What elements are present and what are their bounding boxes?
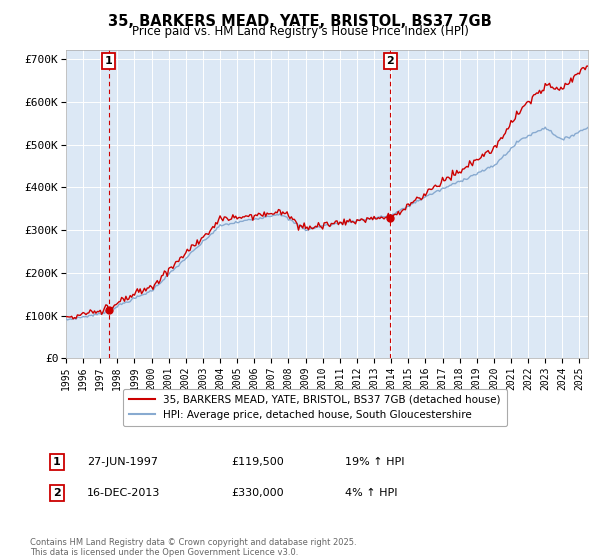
Text: Price paid vs. HM Land Registry's House Price Index (HPI): Price paid vs. HM Land Registry's House … [131,25,469,38]
Text: 16-DEC-2013: 16-DEC-2013 [87,488,160,498]
Legend: 35, BARKERS MEAD, YATE, BRISTOL, BS37 7GB (detached house), HPI: Average price, : 35, BARKERS MEAD, YATE, BRISTOL, BS37 7G… [123,389,507,426]
Text: 19% ↑ HPI: 19% ↑ HPI [345,457,404,467]
Text: 2: 2 [386,56,394,66]
Text: 4% ↑ HPI: 4% ↑ HPI [345,488,398,498]
Text: 27-JUN-1997: 27-JUN-1997 [87,457,158,467]
Text: £330,000: £330,000 [231,488,284,498]
Text: 1: 1 [53,457,61,467]
Text: £119,500: £119,500 [231,457,284,467]
Text: 35, BARKERS MEAD, YATE, BRISTOL, BS37 7GB: 35, BARKERS MEAD, YATE, BRISTOL, BS37 7G… [108,14,492,29]
Text: 2: 2 [53,488,61,498]
Text: Contains HM Land Registry data © Crown copyright and database right 2025.
This d: Contains HM Land Registry data © Crown c… [30,538,356,557]
Text: 1: 1 [105,56,112,66]
